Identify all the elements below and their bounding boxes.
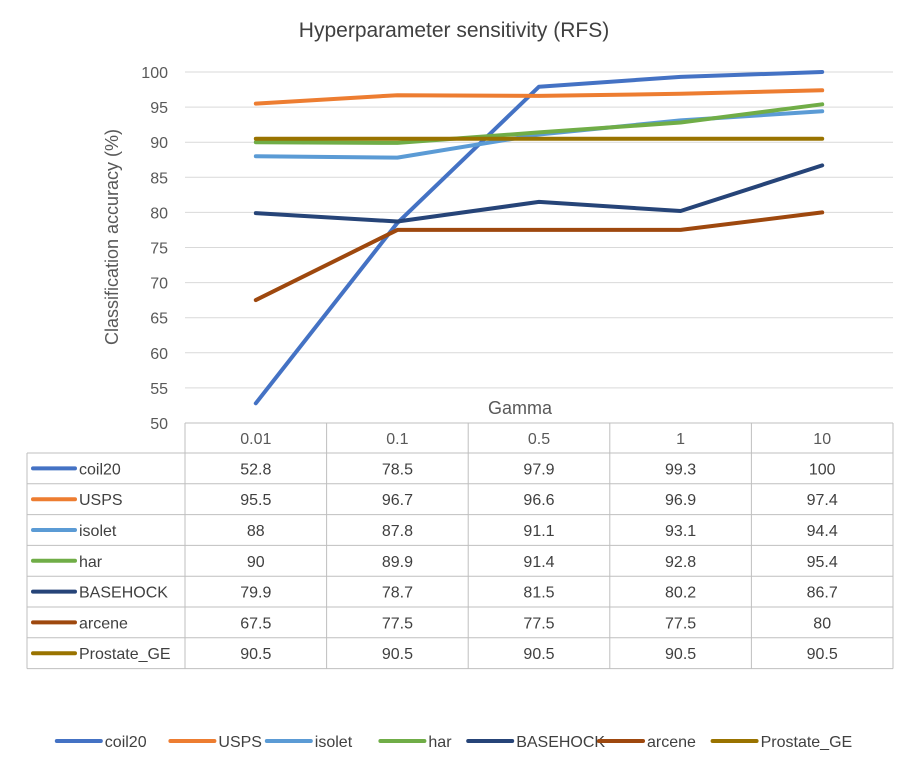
y-axis-title: Classification accuracy (%) <box>102 129 122 345</box>
y-tick-label: 95 <box>150 100 168 117</box>
table-value-cell: 78.7 <box>382 585 413 602</box>
y-axis-ticks: 50 55 60 65 70 75 80 85 90 95 100 <box>141 65 168 433</box>
table-value-cell: 77.5 <box>523 615 554 632</box>
series-line-basehock <box>253 163 825 224</box>
table-value-cell: 93.1 <box>665 523 696 540</box>
table-value-cell: 99.3 <box>665 461 696 478</box>
table-value-cell: 86.7 <box>807 585 838 602</box>
y-tick-label: 65 <box>150 311 168 328</box>
table-series-name: coil20 <box>79 461 121 478</box>
y-tick-label: 80 <box>150 205 168 222</box>
table-value-cell: 95.4 <box>807 554 838 571</box>
x-axis-title: Gamma <box>488 398 553 418</box>
y-tick-label: 70 <box>150 276 168 293</box>
table-value-cell: 91.1 <box>523 523 554 540</box>
table-value-cell: 77.5 <box>665 615 696 632</box>
table-value-cell: 52.8 <box>240 461 271 478</box>
table-value-cell: 97.9 <box>523 461 554 478</box>
legend-label: har <box>428 734 452 751</box>
table-value-cell: 94.4 <box>807 523 838 540</box>
table-value-cell: 89.9 <box>382 554 413 571</box>
legend-label: USPS <box>218 734 262 751</box>
table-value-cell: 88 <box>247 523 265 540</box>
series-line-har <box>253 102 825 145</box>
table-value-cell: 80 <box>813 615 831 632</box>
series-lines <box>253 70 825 406</box>
x-tick-label: 0.5 <box>528 431 550 448</box>
table-value-cell: 79.9 <box>240 585 271 602</box>
table-value-cell: 90.5 <box>807 646 838 663</box>
y-tick-label: 50 <box>150 416 168 433</box>
x-tick-label: 1 <box>676 431 685 448</box>
table-value-cell: 90.5 <box>523 646 554 663</box>
legend-label: arcene <box>647 734 696 751</box>
y-tick-label: 60 <box>150 346 168 363</box>
series-line-arcene <box>253 210 825 303</box>
table-value-cell: 90.5 <box>240 646 271 663</box>
table-value-cell: 96.9 <box>665 492 696 509</box>
data-table: 0.01 0.1 0.5 1 10 coil20 52.8 78.5 97.9 99.3 100 US… <box>26 422 894 670</box>
x-tick-label: 10 <box>813 431 831 448</box>
series-line-isolet <box>253 109 825 160</box>
table-value-cell: 90.5 <box>665 646 696 663</box>
table-series-name: USPS <box>79 492 123 509</box>
table-series-name: BASEHOCK <box>79 585 168 602</box>
y-tick-label: 100 <box>141 65 168 82</box>
table-series-name: isolet <box>79 523 117 540</box>
table-value-cell: 77.5 <box>382 615 413 632</box>
table-value-cell: 91.4 <box>523 554 554 571</box>
y-tick-label: 90 <box>150 135 168 152</box>
table-value-cell: 90 <box>247 554 265 571</box>
table-series-name: arcene <box>79 615 128 632</box>
table-value-cell: 90.5 <box>382 646 413 663</box>
table-value-cell: 95.5 <box>240 492 271 509</box>
table-value-cell: 67.5 <box>240 615 271 632</box>
table-value-cell: 100 <box>809 461 836 478</box>
legend-label: isolet <box>315 734 353 751</box>
table-value-cell: 87.8 <box>382 523 413 540</box>
table-series-name: har <box>79 554 103 571</box>
table-value-cell: 92.8 <box>665 554 696 571</box>
series-line-usps <box>253 88 825 106</box>
table-value-cell: 96.6 <box>523 492 554 509</box>
table-value-cell: 81.5 <box>523 585 554 602</box>
legend-label: BASEHOCK <box>516 734 605 751</box>
legend-label: coil20 <box>105 734 147 751</box>
table-series-name: Prostate_GE <box>79 646 171 663</box>
y-tick-label: 55 <box>150 381 168 398</box>
x-tick-label: 0.1 <box>386 431 408 448</box>
table-value-cell: 78.5 <box>382 461 413 478</box>
legend: coil20 USPS isolet har BASEHOCK arcene Prostat… <box>54 734 853 751</box>
table-value-cell: 96.7 <box>382 492 413 509</box>
table-value-cell: 80.2 <box>665 585 696 602</box>
chart-title: Hyperparameter sensitivity (RFS) <box>299 19 609 42</box>
y-tick-label: 75 <box>150 241 168 258</box>
table-value-cell: 97.4 <box>807 492 838 509</box>
y-tick-label: 85 <box>150 170 168 187</box>
x-tick-label: 0.01 <box>240 431 271 448</box>
legend-label: Prostate_GE <box>761 734 853 751</box>
series-line-coil20 <box>253 70 825 406</box>
